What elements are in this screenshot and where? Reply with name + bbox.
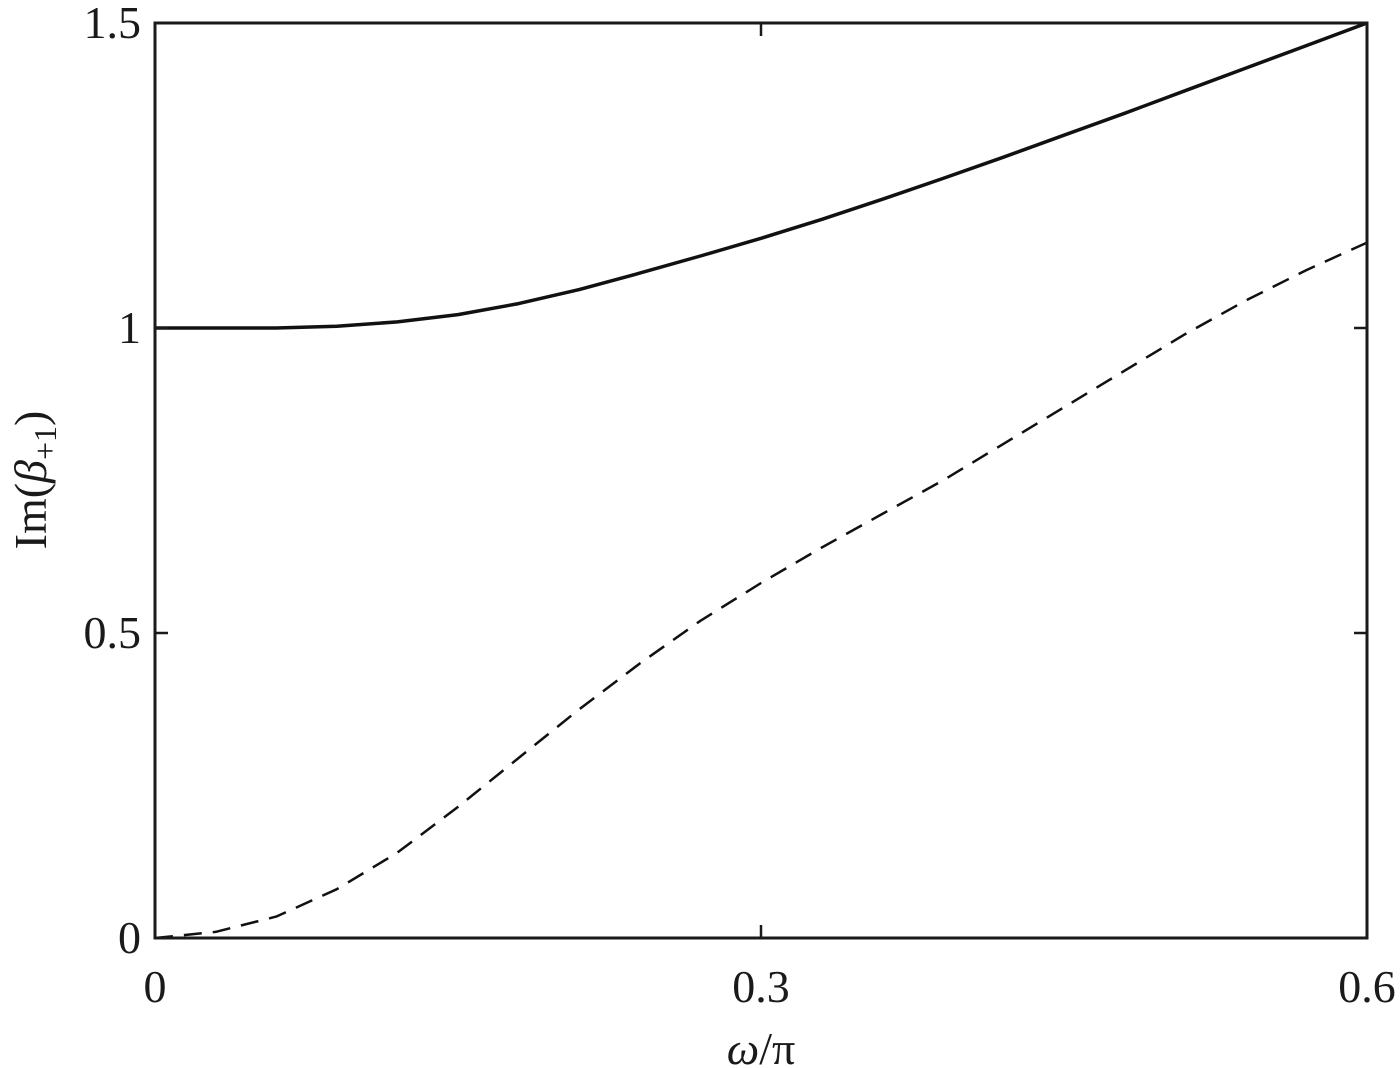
plot-frame <box>153 21 1369 940</box>
y-axis-label-group: Im(β+1) <box>5 411 63 550</box>
series-line-2-dashed <box>154 241 1368 940</box>
ticks-layer: 0 0.3 0.6 0 0.5 1 1.5 <box>84 0 1396 1012</box>
y-tick-label: 1.5 <box>84 0 142 48</box>
x-tick-label: 0.3 <box>732 961 790 1012</box>
y-axis-label: Im(β+1) <box>5 411 63 550</box>
y-tick-label: 1 <box>118 302 141 353</box>
y-tick-label: 0 <box>118 912 141 963</box>
series-layer <box>154 21 1368 940</box>
x-tick-label: 0 <box>144 961 167 1012</box>
x-tick-label: 0.6 <box>1338 961 1396 1012</box>
x-axis-label: ω/π <box>727 1023 796 1068</box>
y-tick-label: 0.5 <box>84 607 142 658</box>
series-line-1-solid <box>155 21 1368 330</box>
